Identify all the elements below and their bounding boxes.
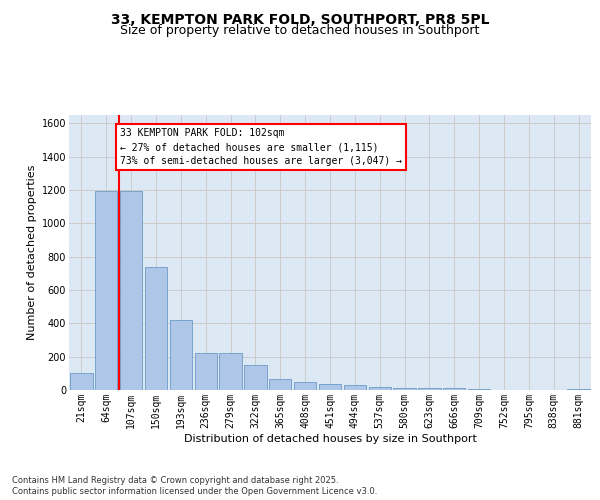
Bar <box>468 389 490 390</box>
Bar <box>220 354 242 390</box>
Bar <box>368 387 391 390</box>
Bar <box>294 382 316 390</box>
Bar <box>194 352 217 390</box>
X-axis label: Distribution of detached houses by size in Southport: Distribution of detached houses by size … <box>184 434 476 444</box>
Bar <box>244 365 266 390</box>
Bar <box>170 320 192 390</box>
Bar <box>70 372 92 390</box>
Bar <box>418 388 440 390</box>
Bar <box>145 266 167 390</box>
Bar <box>568 389 590 390</box>
Text: Contains public sector information licensed under the Open Government Licence v3: Contains public sector information licen… <box>12 488 377 496</box>
Text: 33, KEMPTON PARK FOLD, SOUTHPORT, PR8 5PL: 33, KEMPTON PARK FOLD, SOUTHPORT, PR8 5P… <box>111 12 489 26</box>
Bar <box>443 388 466 390</box>
Text: 33 KEMPTON PARK FOLD: 102sqm
← 27% of detached houses are smaller (1,115)
73% of: 33 KEMPTON PARK FOLD: 102sqm ← 27% of de… <box>120 128 402 166</box>
Bar <box>344 385 366 390</box>
Text: Size of property relative to detached houses in Southport: Size of property relative to detached ho… <box>121 24 479 37</box>
Bar <box>269 378 292 390</box>
Bar <box>319 384 341 390</box>
Text: Contains HM Land Registry data © Crown copyright and database right 2025.: Contains HM Land Registry data © Crown c… <box>12 476 338 485</box>
Bar <box>120 191 142 390</box>
Bar <box>394 388 416 390</box>
Bar <box>95 191 118 390</box>
Y-axis label: Number of detached properties: Number of detached properties <box>28 165 37 340</box>
